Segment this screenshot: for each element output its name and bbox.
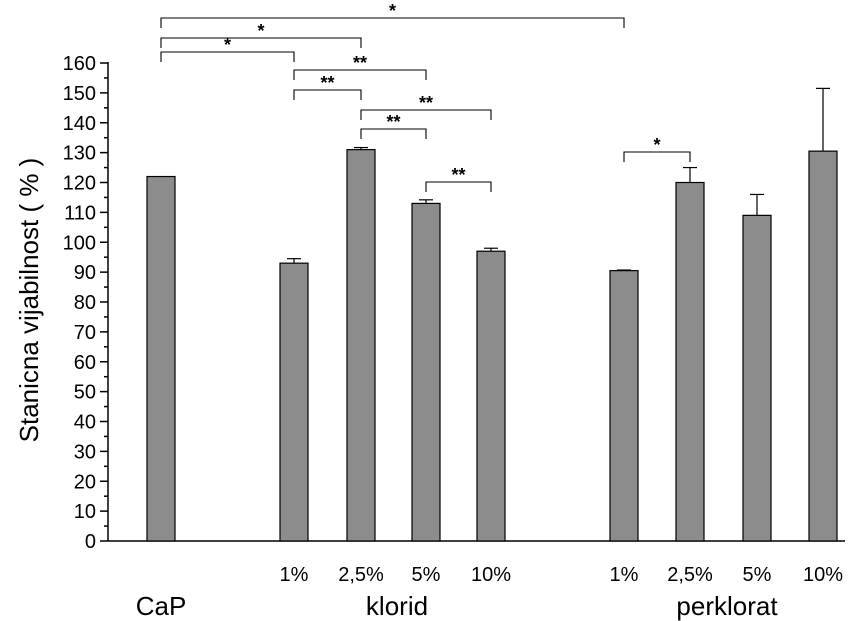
significance-brackets: ************** [160,1,691,192]
y-tick-label: 140 [63,113,96,135]
significance-bracket [293,69,427,80]
y-axis-title: Stanicna vijabilnost ( % ) [14,158,44,443]
significance-bracket [360,109,492,120]
significance-label: * [653,135,660,155]
x-tick-label-klorid-10: 10% [471,564,511,586]
bars [146,149,838,542]
y-tick-label: 70 [74,322,96,344]
significance-label: ** [320,73,334,93]
significance-bracket [293,89,362,100]
significance-bracket [425,181,492,192]
y-tick-label: 130 [63,143,96,165]
significance-label: * [389,1,396,21]
group-label-CaP: CaP [136,591,187,621]
significance-bracket [160,51,295,62]
x-tick-label-klorid-2-5: 2,5% [338,564,384,586]
x-tick-label-klorid-5: 5% [412,564,441,586]
y-tick-label: 80 [74,292,96,314]
bar-klorid-5 [411,202,441,542]
bar-perklorat-10 [808,150,838,542]
significance-label: ** [386,112,400,132]
y-tick-label: 120 [63,173,96,195]
y-tick-label: 0 [85,531,96,553]
bar-klorid-1 [279,262,309,542]
error-bars [287,87,830,271]
y-tick-label: 60 [74,352,96,374]
y-tick-label: 160 [63,53,96,75]
x-tick-label-perklorat-5: 5% [743,564,772,586]
x-tick-label-perklorat-1: 1% [610,564,639,586]
significance-bracket [623,151,691,162]
y-tick-label: 40 [74,412,96,434]
bar-klorid-10 [476,250,506,542]
y-tick-label: 90 [74,262,96,284]
x-tick-label-klorid-1: 1% [280,564,309,586]
bar-cap [146,175,176,542]
bar-perklorat-5 [742,214,772,542]
group-label-klorid: klorid [366,591,428,621]
y-tick-label: 10 [74,501,96,523]
significance-bracket [160,37,362,48]
y-tick-label: 30 [74,441,96,463]
bar-perklorat-1 [609,270,639,542]
y-tick-label: 20 [74,471,96,493]
y-tick-label: 150 [63,83,96,105]
significance-label: * [224,35,231,55]
bar-klorid-2-5 [346,149,376,542]
x-tick-label-perklorat-2-5: 2,5% [667,564,713,586]
group-label-perklorat: perklorat [676,591,778,621]
significance-label: ** [419,93,433,113]
bar-perklorat-2-5 [675,181,705,542]
significance-bracket [360,128,427,139]
significance-label: * [257,21,264,41]
y-ticks: 0 10 20 30 40 50 60 70 80 90 100 110 120 130 140 150 160 [63,53,108,553]
x-labels: 1% 2,5% 5% 10% 1% 2,5% 5% 10% CaP klorid perklorat [136,564,844,621]
significance-label: ** [451,165,465,185]
y-tick-label: 100 [63,232,96,254]
x-tick-label-perklorat-10: 10% [803,564,843,586]
y-tick-label: 110 [64,202,96,224]
significance-label: ** [353,53,367,73]
y-tick-label: 50 [74,382,96,404]
significance-bracket [160,17,625,28]
